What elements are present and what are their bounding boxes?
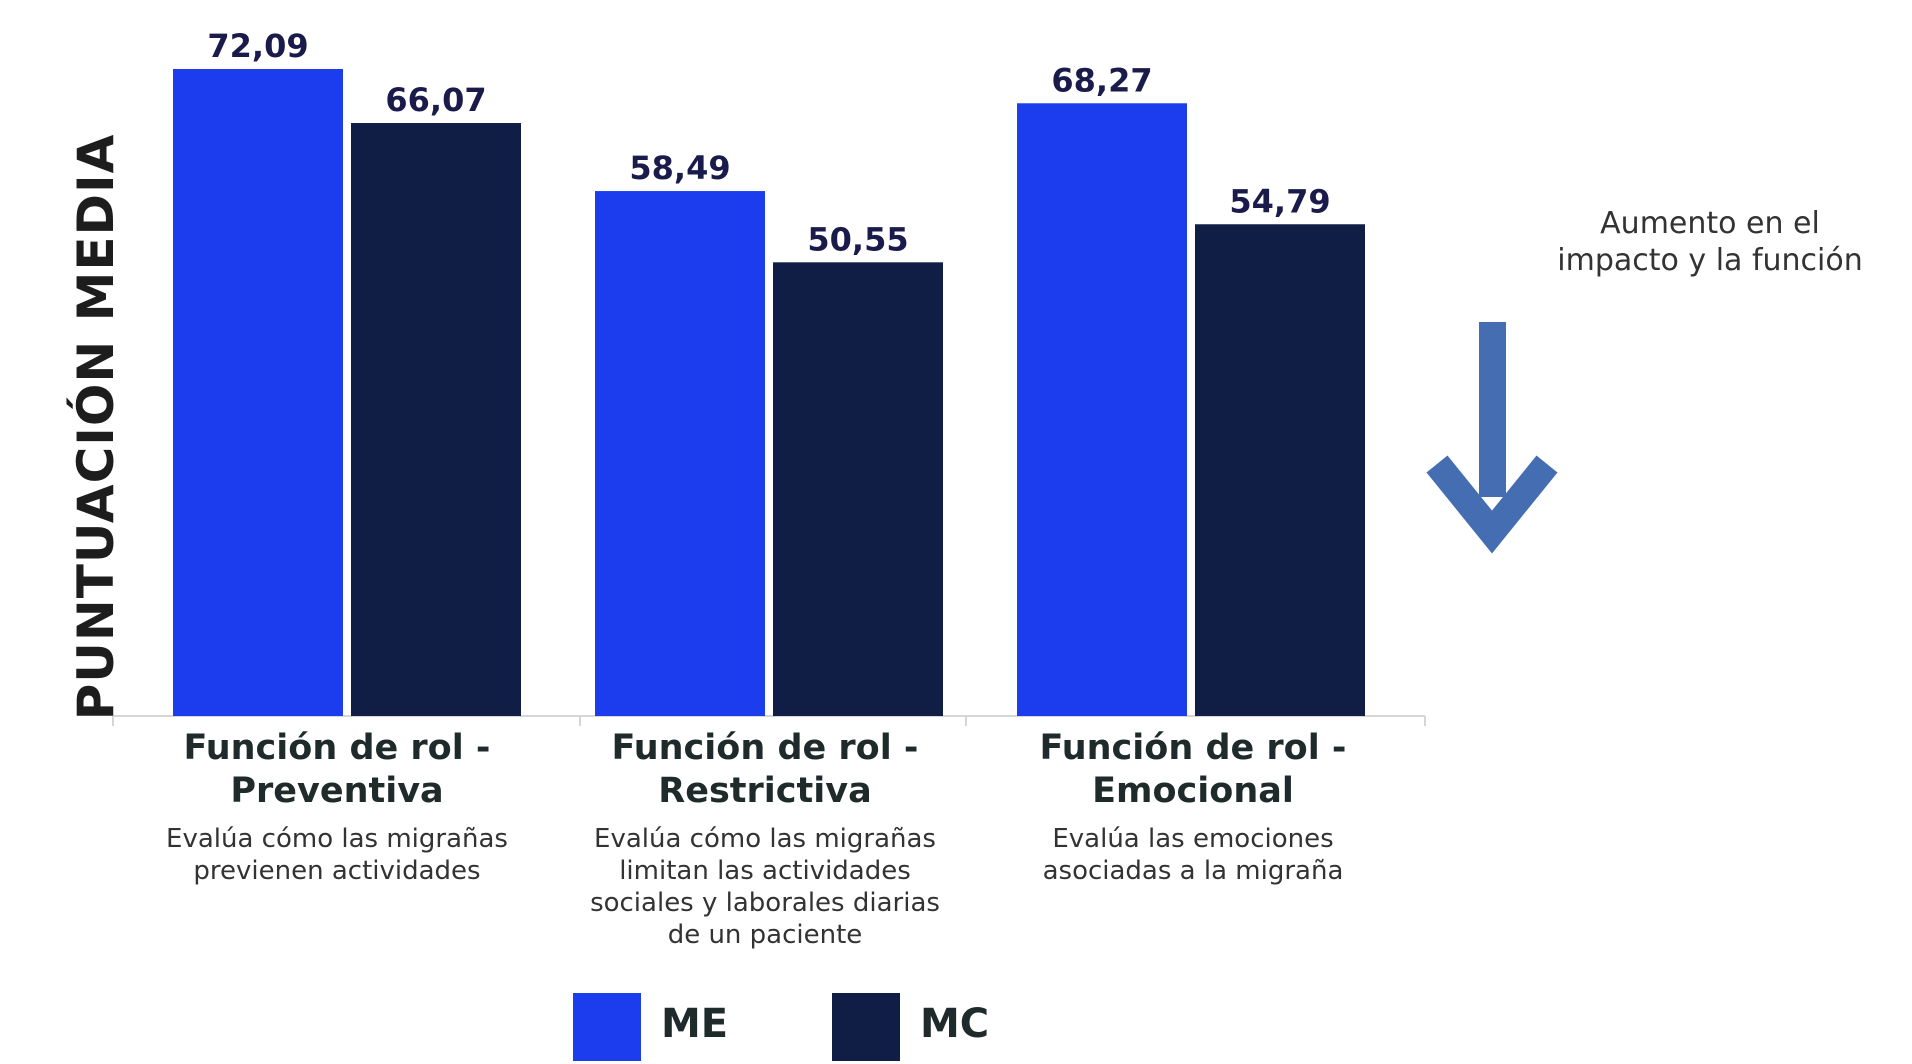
- category-restrictiva: Función de rol - Restrictiva Evalúa cómo…: [565, 727, 965, 951]
- category-title: Función de rol - Restrictiva: [611, 728, 919, 811]
- data-label: 54,79: [1229, 182, 1330, 220]
- bar-me-1: [595, 191, 765, 716]
- category-description: Evalúa cómo las migrañas limitan las act…: [590, 824, 940, 950]
- category-description: Evalúa cómo las migrañas previenen activ…: [166, 824, 508, 886]
- bar-me-0: [173, 68, 343, 716]
- bar-mc-0: [351, 123, 521, 717]
- category-title: Función de rol - Emocional: [1039, 728, 1347, 811]
- down-arrow-icon: [1479, 322, 1506, 497]
- category-preventiva: Función de rol - Preventiva Evalúa cómo …: [137, 727, 537, 887]
- data-label: 66,07: [385, 81, 486, 119]
- category-emocional: Función de rol - Emocional Evalúa las em…: [993, 727, 1393, 887]
- y-axis-label: PUNTUACIÓN MEDIA: [67, 133, 125, 721]
- category-title: Función de rol - Preventiva: [183, 728, 491, 811]
- legend-swatch-mc: [832, 993, 900, 1061]
- bar-mc-1: [773, 262, 943, 716]
- bar-mc-2: [1195, 224, 1365, 716]
- data-label: 58,49: [629, 149, 730, 187]
- annotation-text: Aumento en el impacto y la función: [1557, 206, 1863, 278]
- bar-me-2: [1017, 103, 1187, 717]
- category-description: Evalúa las emociones asociadas a la migr…: [1042, 824, 1344, 886]
- data-label: 72,09: [207, 27, 308, 65]
- legend-swatch-me: [573, 993, 641, 1061]
- data-label: 50,55: [807, 220, 908, 258]
- data-label: 68,27: [1051, 61, 1152, 99]
- down-arrow-head: [1426, 455, 1558, 554]
